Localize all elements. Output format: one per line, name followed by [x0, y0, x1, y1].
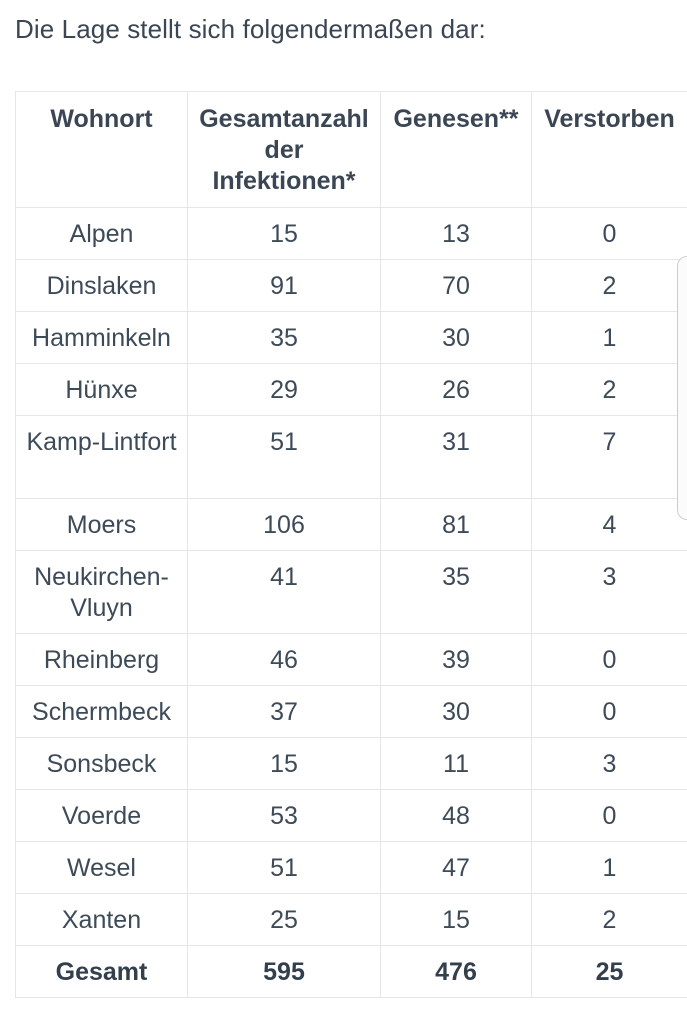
cell-genesen: 81: [380, 498, 532, 551]
table-total-row: Gesamt 595 476 25: [15, 945, 687, 998]
cell-genesen: 31: [380, 415, 532, 499]
cell-genesen: 15: [380, 893, 532, 946]
column-header-genesen: Genesen**: [380, 91, 532, 208]
cell-wohnort: Hamminkeln: [15, 311, 188, 364]
cell-gesamt: 51: [187, 415, 381, 499]
cell-gesamt: 41: [187, 550, 381, 634]
cell-verstorben: 0: [531, 207, 687, 260]
cell-genesen: 70: [380, 259, 532, 312]
cell-genesen: 47: [380, 841, 532, 894]
cell-verstorben: 0: [531, 633, 687, 686]
cell-genesen: 30: [380, 311, 532, 364]
cell-verstorben: 2: [531, 363, 687, 416]
total-verstorben: 25: [531, 945, 687, 998]
table-row: Voerde 53 48 0: [15, 789, 687, 842]
cell-gesamt: 106: [187, 498, 381, 551]
table-row: Hünxe 29 26 2: [15, 363, 687, 416]
cell-verstorben: 2: [531, 259, 687, 312]
cases-table: Wohnort Gesamtanzahl der Infektionen* Ge…: [15, 91, 687, 998]
cell-verstorben: 0: [531, 685, 687, 738]
table-row: Wesel 51 47 1: [15, 841, 687, 894]
table-row: Hamminkeln 35 30 1: [15, 311, 687, 364]
cell-wohnort: Xanten: [15, 893, 188, 946]
cell-verstorben: 2: [531, 893, 687, 946]
cell-genesen: 13: [380, 207, 532, 260]
cell-genesen: 26: [380, 363, 532, 416]
cell-verstorben: 3: [531, 550, 687, 634]
cell-gesamt: 25: [187, 893, 381, 946]
total-label: Gesamt: [15, 945, 188, 998]
cell-verstorben: 0: [531, 789, 687, 842]
cell-wohnort: Rheinberg: [15, 633, 188, 686]
cell-wohnort: Neukirchen-Vluyn: [15, 550, 188, 634]
table-row: Xanten 25 15 2: [15, 893, 687, 946]
cell-wohnort: Kamp-Lintfort: [15, 415, 188, 499]
cell-gesamt: 37: [187, 685, 381, 738]
cell-gesamt: 29: [187, 363, 381, 416]
column-header-gesamtanzahl: Gesamtanzahl der Infektionen*: [187, 91, 381, 208]
cell-gesamt: 46: [187, 633, 381, 686]
cell-gesamt: 15: [187, 207, 381, 260]
table-row: Rheinberg 46 39 0: [15, 633, 687, 686]
cell-gesamt: 53: [187, 789, 381, 842]
cell-genesen: 30: [380, 685, 532, 738]
total-gesamt: 595: [187, 945, 381, 998]
cell-wohnort: Voerde: [15, 789, 188, 842]
cell-gesamt: 35: [187, 311, 381, 364]
cell-verstorben: 1: [531, 841, 687, 894]
cell-wohnort: Alpen: [15, 207, 188, 260]
cell-genesen: 48: [380, 789, 532, 842]
cell-wohnort: Wesel: [15, 841, 188, 894]
column-header-verstorben: Verstorben: [531, 91, 687, 208]
cell-wohnort: Sonsbeck: [15, 737, 188, 790]
cell-gesamt: 91: [187, 259, 381, 312]
table-row: Alpen 15 13 0: [15, 207, 687, 260]
table-row: Moers 106 81 4: [15, 498, 687, 551]
cell-verstorben: 7: [531, 415, 687, 499]
cell-genesen: 35: [380, 550, 532, 634]
cell-genesen: 11: [380, 737, 532, 790]
cell-gesamt: 51: [187, 841, 381, 894]
cell-wohnort: Dinslaken: [15, 259, 188, 312]
cell-wohnort: Moers: [15, 498, 188, 551]
table-row: Kamp-Lintfort 51 31 7: [15, 415, 687, 499]
cell-verstorben: 3: [531, 737, 687, 790]
horizontal-scroll-handle[interactable]: [677, 256, 687, 520]
cell-wohnort: Hünxe: [15, 363, 188, 416]
cell-wohnort: Schermbeck: [15, 685, 188, 738]
table-header-row: Wohnort Gesamtanzahl der Infektionen* Ge…: [15, 91, 687, 208]
table-row: Neukirchen-Vluyn 41 35 3: [15, 550, 687, 634]
intro-text: Die Lage stellt sich folgendermaßen dar:: [15, 14, 486, 44]
column-header-wohnort: Wohnort: [15, 91, 188, 208]
table-row: Dinslaken 91 70 2: [15, 259, 687, 312]
table-row: Sonsbeck 15 11 3: [15, 737, 687, 790]
cell-verstorben: 1: [531, 311, 687, 364]
cell-gesamt: 15: [187, 737, 381, 790]
total-genesen: 476: [380, 945, 532, 998]
cell-verstorben: 4: [531, 498, 687, 551]
cell-genesen: 39: [380, 633, 532, 686]
table-row: Schermbeck 37 30 0: [15, 685, 687, 738]
